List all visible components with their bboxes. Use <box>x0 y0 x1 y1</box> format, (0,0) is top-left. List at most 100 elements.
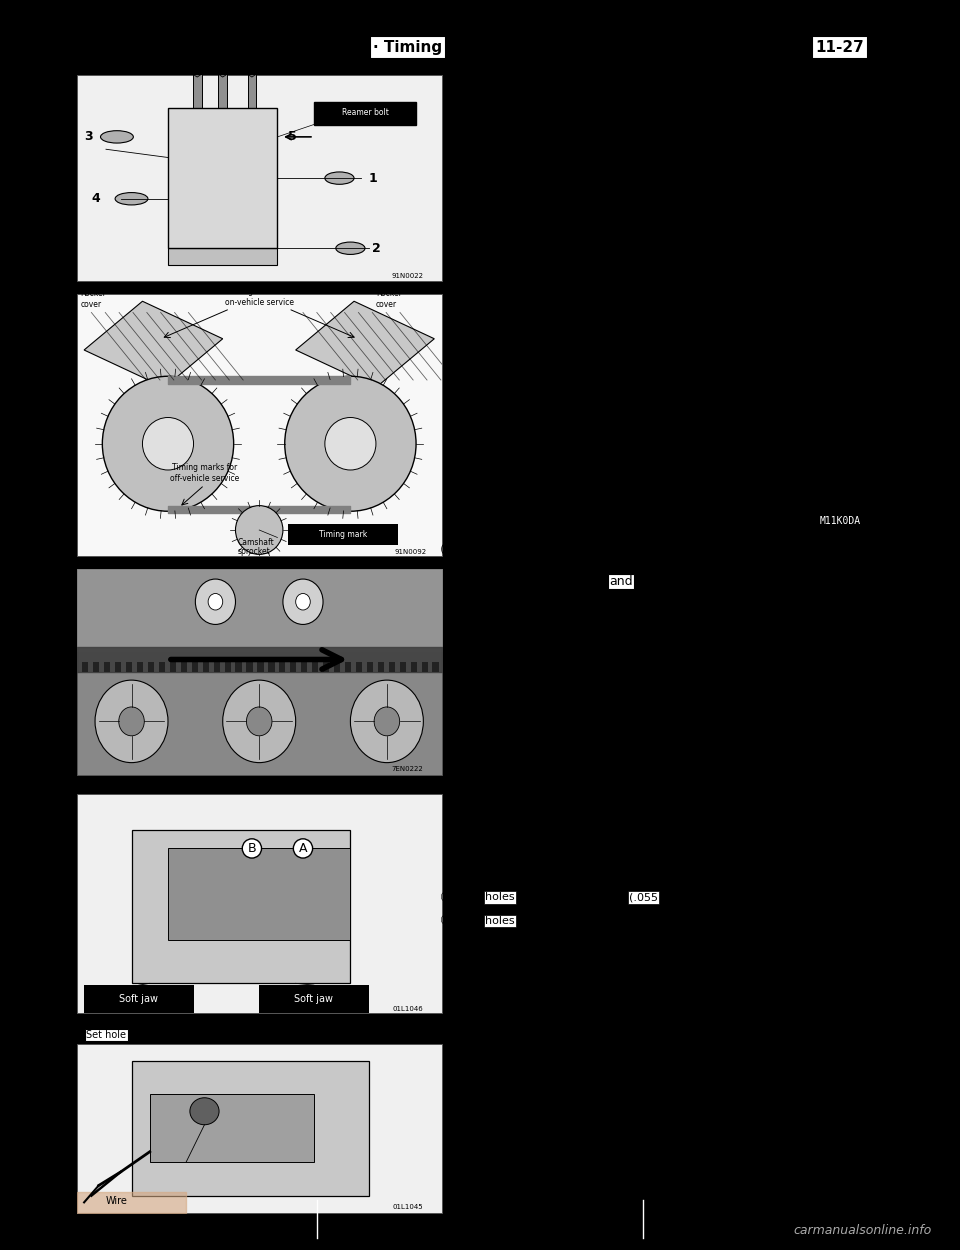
Bar <box>77 794 442 1012</box>
Bar <box>257 661 264 672</box>
Text: Timing marks for: Timing marks for <box>172 462 237 472</box>
Bar <box>77 294 442 556</box>
Bar <box>411 661 417 672</box>
Text: 91N0022: 91N0022 <box>392 274 423 279</box>
Text: 01L1046: 01L1046 <box>393 1006 423 1011</box>
Ellipse shape <box>324 173 354 184</box>
Polygon shape <box>296 301 434 388</box>
Text: Timing mark: Timing mark <box>319 530 368 539</box>
Text: cover: cover <box>376 300 397 309</box>
Text: Wire: Wire <box>106 1195 128 1205</box>
Text: 7EN0222: 7EN0222 <box>392 766 423 771</box>
Bar <box>115 661 121 672</box>
Ellipse shape <box>101 131 133 142</box>
Bar <box>77 1044 442 1212</box>
Bar <box>235 661 242 672</box>
Text: off-vehicle service: off-vehicle service <box>170 474 239 484</box>
Text: (.055: (.055 <box>629 892 658 902</box>
Bar <box>137 661 143 672</box>
Text: ①: ① <box>440 541 459 561</box>
Bar <box>150 1095 314 1162</box>
Ellipse shape <box>115 192 148 205</box>
Bar <box>279 661 285 672</box>
Bar <box>225 661 230 672</box>
Bar <box>126 661 132 672</box>
Text: 4: 4 <box>91 192 100 205</box>
Polygon shape <box>132 1060 369 1195</box>
Bar <box>778 505 893 536</box>
Bar <box>213 661 220 672</box>
Bar <box>421 661 428 672</box>
Bar <box>259 985 369 1012</box>
Text: 01L1045: 01L1045 <box>393 1204 423 1210</box>
Bar <box>158 661 165 672</box>
Text: 5: 5 <box>288 130 298 144</box>
Text: 1: 1 <box>369 171 377 185</box>
Text: 4: 4 <box>586 892 592 902</box>
Text: Ⓐ: Ⓐ <box>514 598 522 612</box>
Circle shape <box>196 579 235 625</box>
Bar <box>77 75 442 281</box>
Text: Rocker: Rocker <box>81 289 107 298</box>
Bar <box>248 71 256 107</box>
Circle shape <box>142 418 194 470</box>
Text: sprocket: sprocket <box>237 548 270 556</box>
Bar <box>356 661 362 672</box>
Text: Reamer bolt: Reamer bolt <box>342 109 389 118</box>
Bar <box>389 661 395 672</box>
Bar <box>168 249 277 265</box>
Bar <box>288 524 397 545</box>
Bar <box>345 661 351 672</box>
Text: and: and <box>610 575 634 587</box>
Circle shape <box>247 707 272 736</box>
Text: Soft jaw: Soft jaw <box>119 994 158 1004</box>
Bar <box>399 661 406 672</box>
Text: 11-27: 11-27 <box>816 40 864 55</box>
Bar <box>377 661 384 672</box>
Circle shape <box>285 376 416 511</box>
Bar <box>83 661 88 672</box>
Bar <box>203 661 209 672</box>
Bar <box>170 661 176 672</box>
Polygon shape <box>132 830 350 984</box>
Text: Ⓑ: Ⓑ <box>811 598 820 612</box>
Bar <box>168 849 350 940</box>
Text: Camshaft: Camshaft <box>237 538 274 548</box>
Bar <box>301 661 307 672</box>
Bar <box>84 985 194 1012</box>
Text: cover: cover <box>81 300 102 309</box>
Polygon shape <box>84 301 223 388</box>
Bar <box>334 661 340 672</box>
Text: ④: ④ <box>440 914 452 929</box>
Bar <box>323 661 329 672</box>
Bar <box>290 661 297 672</box>
Text: Timing marks for: Timing marks for <box>227 286 292 296</box>
Circle shape <box>208 594 223 610</box>
Text: on-vehicle service: on-vehicle service <box>225 298 294 308</box>
Bar <box>148 661 155 672</box>
Circle shape <box>190 1098 219 1125</box>
Text: Set hole: Set hole <box>86 1030 127 1040</box>
Circle shape <box>95 680 168 762</box>
Bar <box>218 71 228 107</box>
Bar <box>77 569 442 775</box>
Circle shape <box>324 418 376 470</box>
Circle shape <box>223 680 296 762</box>
Bar <box>314 101 416 125</box>
Circle shape <box>296 594 310 610</box>
Bar <box>367 661 373 672</box>
Text: holes: holes <box>485 916 515 926</box>
Text: M11K0DA: M11K0DA <box>820 516 860 526</box>
Circle shape <box>119 707 144 736</box>
Bar <box>312 661 319 672</box>
Text: 91N0092: 91N0092 <box>395 549 427 555</box>
Ellipse shape <box>336 242 365 255</box>
Circle shape <box>374 707 399 736</box>
Text: ①: ① <box>449 574 462 589</box>
Circle shape <box>235 505 283 554</box>
Bar <box>104 661 110 672</box>
Bar <box>193 71 202 107</box>
Circle shape <box>103 376 233 511</box>
Bar <box>93 661 100 672</box>
Bar <box>268 661 275 672</box>
